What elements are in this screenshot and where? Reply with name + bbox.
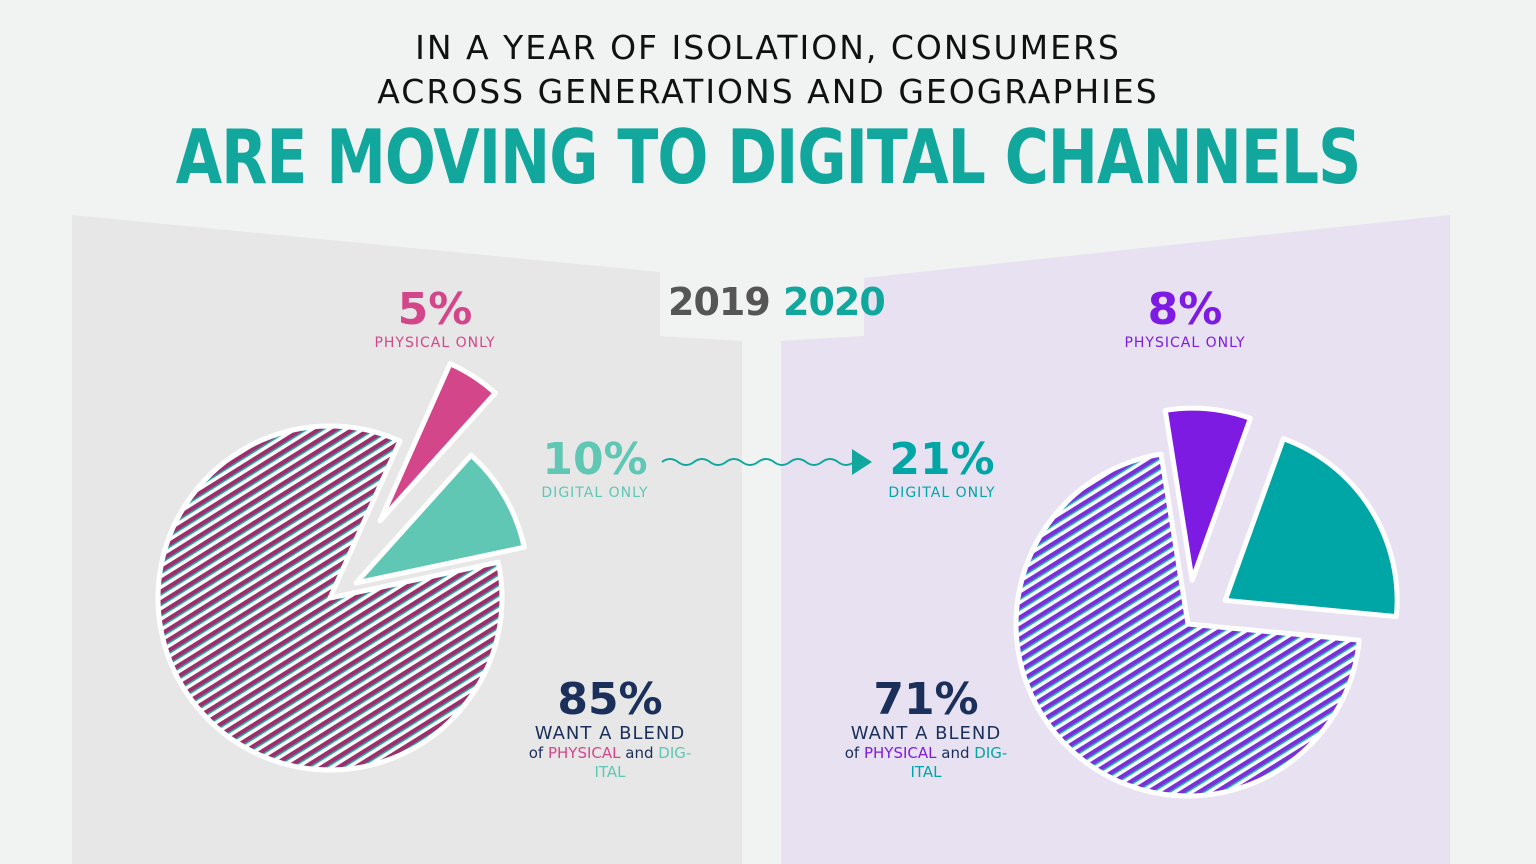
word-ital: ITAL xyxy=(594,763,626,781)
label-2019-blend: 85% WANT A BLEND of PHYSICAL and DIG- IT… xyxy=(500,676,720,782)
value-2019-blend: 85% xyxy=(557,674,663,725)
label-2020-digital: 21% DIGITAL ONLY xyxy=(862,436,1022,502)
pie-slice-2020-want-a-blend xyxy=(1013,451,1362,799)
pie-2020 xyxy=(1013,405,1400,799)
value-2019-digital: 10% xyxy=(542,434,648,485)
title-line-1: IN A YEAR OF ISOLATION, CONSUMERS xyxy=(415,28,1121,67)
label-2019-digital: 10% DIGITAL ONLY xyxy=(515,436,675,502)
word-physical: PHYSICAL xyxy=(547,744,621,762)
value-2020-digital: 21% xyxy=(889,434,995,485)
label-2020-physical: 8% PHYSICAL ONLY xyxy=(1100,286,1270,352)
pie-slice-2019-digital-only xyxy=(353,452,527,586)
value-2019-physical: 5% xyxy=(397,284,473,335)
caption-2019-physical: PHYSICAL ONLY xyxy=(374,335,496,351)
caption-2020-physical: PHYSICAL ONLY xyxy=(1124,335,1246,351)
label-2020-blend: 71% WANT A BLEND of PHYSICAL and DIG- IT… xyxy=(816,676,1036,782)
pie-slice-2020-digital-only xyxy=(1222,436,1400,620)
title-line-2: ACROSS GENERATIONS AND GEOGRAPHIES xyxy=(377,72,1159,111)
pie-slice-2019-want-a-blend xyxy=(155,423,505,773)
caption-2020-digital: DIGITAL ONLY xyxy=(888,485,996,501)
value-2020-blend: 71% xyxy=(873,674,979,725)
word-of: of xyxy=(528,744,544,762)
title-headline: ARE MOVING TO DIGITAL CHANNELS xyxy=(175,114,1362,202)
year-2020: 2020 xyxy=(783,280,886,324)
caption-2020-blend-detail: of PHYSICAL and DIG- xyxy=(816,744,1036,763)
caption-2019-blend: WANT A BLEND xyxy=(534,723,686,744)
pie-slice-2019-physical-only xyxy=(377,361,498,524)
caption-2019-digital: DIGITAL ONLY xyxy=(541,485,649,501)
word-dig: DIG- xyxy=(974,744,1008,762)
caption-2020-blend: WANT A BLEND xyxy=(850,723,1002,744)
word-and: and xyxy=(941,744,970,762)
wavy-arrow-icon xyxy=(661,449,872,475)
word-and: and xyxy=(625,744,654,762)
value-2020-physical: 8% xyxy=(1147,284,1223,335)
word-of: of xyxy=(844,744,860,762)
label-2019-physical: 5% PHYSICAL ONLY xyxy=(350,286,520,352)
word-physical: PHYSICAL xyxy=(863,744,937,762)
word-ital: ITAL xyxy=(910,763,942,781)
pie-2019 xyxy=(155,361,527,773)
year-2019: 2019 xyxy=(668,280,771,324)
caption-2019-blend-detail: of PHYSICAL and DIG- xyxy=(500,744,720,763)
pie-slice-2020-physical-only xyxy=(1162,405,1253,583)
word-dig: DIG- xyxy=(658,744,692,762)
